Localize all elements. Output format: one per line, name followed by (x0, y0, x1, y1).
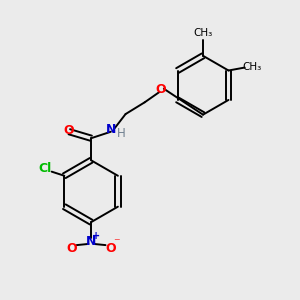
Text: H: H (117, 127, 126, 140)
Text: O: O (156, 82, 166, 95)
Text: CH₃: CH₃ (242, 62, 262, 72)
Text: O: O (105, 242, 116, 255)
Text: O: O (67, 242, 77, 255)
Text: O: O (63, 124, 74, 137)
Text: Cl: Cl (39, 162, 52, 175)
Text: ⁻: ⁻ (113, 236, 119, 250)
Text: CH₃: CH₃ (194, 28, 213, 38)
Text: N: N (86, 235, 96, 248)
Text: N: N (106, 123, 116, 136)
Text: +: + (92, 231, 100, 241)
